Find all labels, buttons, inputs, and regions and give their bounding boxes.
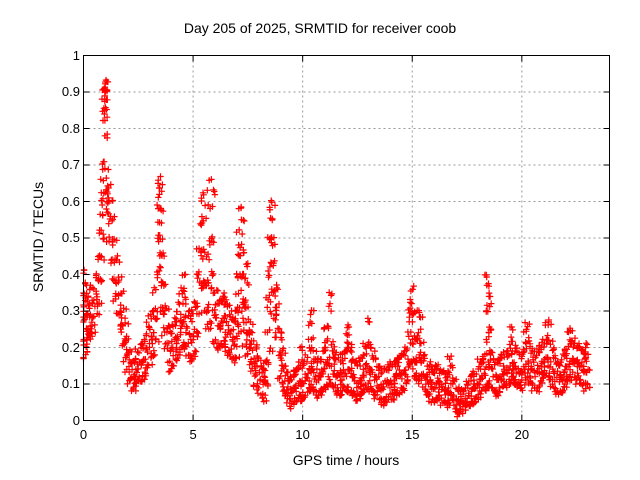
tick-marks [83,55,610,421]
x-tick-label: 15 [405,427,420,442]
y-tick-label: 0.9 [61,84,80,99]
scatter-points [80,76,593,420]
y-tick-label: 0.8 [61,120,80,136]
x-tick-label: 0 [79,427,88,442]
y-axis-label: SRMTID / TECUs [30,181,46,293]
gridlines [83,55,610,421]
y-tick-label: 0.1 [61,376,80,391]
x-axis-label: GPS time / hours [292,452,400,468]
y-tick-label: 0.3 [61,303,80,318]
y-tick-label: 0.6 [61,193,80,209]
y-tick-label: 0.7 [61,157,80,172]
x-tick-label: 10 [295,427,310,442]
y-tick-label: 0.5 [61,230,80,245]
chart-title: Day 205 of 2025, SRMTID for receiver coo… [183,20,457,36]
y-tick-label: 0.4 [61,266,80,282]
x-tick-label: 20 [514,427,530,442]
y-tick-label: 1 [72,47,80,63]
y-tick-label: 0 [72,412,80,428]
x-tick-label: 5 [189,427,197,442]
y-tick-label: 0.2 [61,339,80,355]
